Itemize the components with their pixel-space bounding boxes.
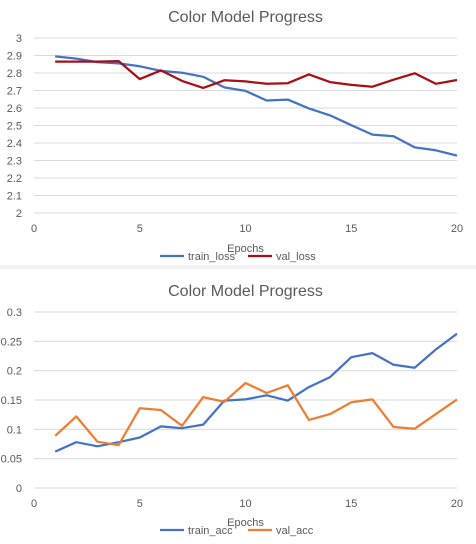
y-tick-label: 0.3	[7, 307, 22, 319]
x-axis-label: Epochs	[227, 243, 264, 255]
y-tick-label: 2.8	[7, 68, 22, 80]
y-tick-label: 0.15	[1, 395, 22, 407]
y-tick-label: 2.5	[7, 121, 22, 133]
y-tick-label: 0.1	[7, 424, 22, 436]
chart-title: Color Model Progress	[168, 283, 323, 300]
x-tick-label: 20	[451, 498, 463, 510]
y-tick-label: 2.3	[7, 156, 22, 168]
x-tick-label: 15	[345, 498, 357, 510]
y-tick-label: 0.25	[1, 336, 22, 348]
y-tick-label: 2.7	[7, 86, 22, 98]
x-tick-label: 0	[31, 223, 37, 235]
y-tick-label: 2.9	[7, 51, 22, 63]
y-tick-label: 2.6	[7, 103, 22, 115]
y-tick-label: 0	[16, 483, 22, 495]
accuracy-chart: Color Model Progress 0 0.05 0.1 0.15 0.2 0.25…	[1, 283, 464, 537]
y-tick-label: 0.05	[1, 454, 22, 466]
legend-label-val_loss: val_loss	[276, 251, 316, 263]
x-tick-label: 5	[137, 498, 143, 510]
series-line-val_acc	[54, 381, 458, 447]
y-tick-label: 3	[16, 33, 22, 45]
series-line-train_loss	[55, 55, 458, 157]
y-tick-label: 2.1	[7, 191, 22, 203]
y-tick-label: 2.2	[7, 173, 22, 185]
legend-label-train_loss: train_loss	[188, 251, 236, 263]
series-line-train_acc	[54, 332, 458, 453]
legend-label-train_acc: train_acc	[188, 525, 233, 537]
series-line-val_loss	[55, 59, 458, 90]
loss-chart: Color Model Progress 2 2.1 2.2 2.3 2.4 2.5 2.6…	[7, 9, 463, 263]
x-tick-label: 20	[451, 223, 463, 235]
x-tick-label: 15	[345, 223, 357, 235]
chart-divider	[0, 265, 476, 269]
y-tick-label: 0.2	[7, 366, 22, 378]
x-tick-label: 10	[239, 498, 251, 510]
x-tick-label: 0	[31, 498, 37, 510]
x-tick-label: 10	[239, 223, 251, 235]
accuracy-chart-panel: Color Model Progress 0 0.05 0.1 0.15 0.2 0.25…	[0, 269, 476, 544]
x-axis-label: Epochs	[227, 517, 264, 529]
y-tick-label: 2	[16, 208, 22, 220]
y-tick-label: 2.4	[7, 138, 22, 150]
x-tick-label: 5	[137, 223, 143, 235]
legend-label-val_acc: val_acc	[276, 525, 314, 537]
chart-title: Color Model Progress	[168, 9, 323, 26]
loss-chart-panel: Color Model Progress 2 2.1 2.2 2.3 2.4 2.5 2.6…	[0, 0, 476, 265]
